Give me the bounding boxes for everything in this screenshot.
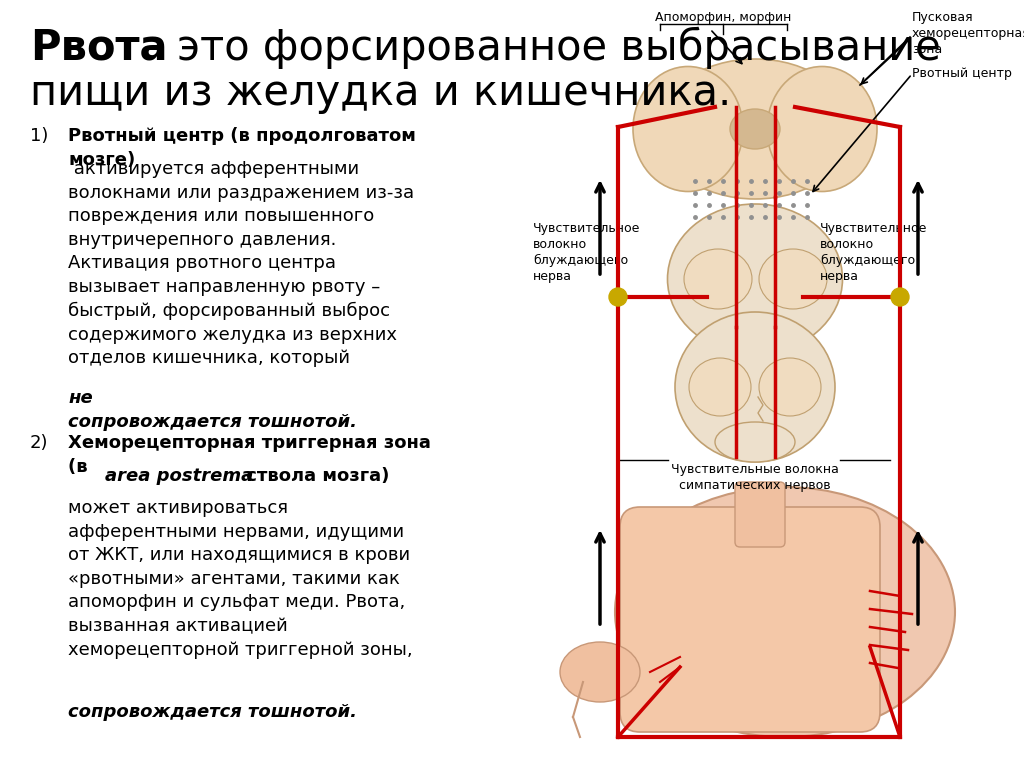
Text: area postrema: area postrema — [105, 467, 253, 485]
Ellipse shape — [715, 422, 795, 462]
Ellipse shape — [689, 358, 751, 416]
Text: Чувствительные волокна
симпатических нервов: Чувствительные волокна симпатических нер… — [671, 463, 839, 492]
Text: Рвотный центр (в продолговатом
мозге): Рвотный центр (в продолговатом мозге) — [68, 127, 416, 169]
Text: – это форсированное выбрасывание: – это форсированное выбрасывание — [130, 27, 941, 69]
Circle shape — [609, 288, 627, 306]
FancyBboxPatch shape — [735, 482, 785, 547]
Ellipse shape — [560, 642, 640, 702]
Ellipse shape — [759, 249, 827, 309]
Text: 2): 2) — [30, 434, 48, 452]
Text: Апоморфин, морфин: Апоморфин, морфин — [654, 11, 792, 24]
Text: ствола мозга): ствола мозга) — [240, 467, 389, 485]
Text: активируется афферентными
волокнами или раздражением из-за
повреждения или повыш: активируется афферентными волокнами или … — [68, 160, 414, 367]
Ellipse shape — [657, 59, 853, 199]
Text: 1): 1) — [30, 127, 48, 145]
Text: Рвотный центр: Рвотный центр — [912, 67, 1012, 80]
Text: Пусковая
хеморецепторная
зона: Пусковая хеморецепторная зона — [912, 11, 1024, 56]
Ellipse shape — [684, 249, 752, 309]
FancyBboxPatch shape — [620, 507, 880, 732]
Text: Чувствительное
волокно
блуждающего
нерва: Чувствительное волокно блуждающего нерва — [534, 222, 640, 283]
Text: может активироваться
афферентными нервами, идущими
от ЖКТ, или находящимися в кр: может активироваться афферентными нервам… — [68, 499, 413, 659]
Circle shape — [891, 288, 909, 306]
Ellipse shape — [730, 109, 780, 149]
Ellipse shape — [615, 487, 955, 737]
Text: пищи из желудка и кишечника.: пищи из желудка и кишечника. — [30, 72, 731, 114]
Text: Рвота: Рвота — [30, 27, 168, 69]
Ellipse shape — [767, 67, 877, 192]
Text: Хеморецепторная триггерная зона
(в: Хеморецепторная триггерная зона (в — [68, 434, 431, 476]
Ellipse shape — [633, 67, 743, 192]
Ellipse shape — [675, 312, 835, 462]
Ellipse shape — [668, 204, 843, 354]
Ellipse shape — [759, 358, 821, 416]
Text: Чувствительное
волокно
блуждающего
нерва: Чувствительное волокно блуждающего нерва — [820, 222, 928, 283]
Text: сопровождается тошнотой.: сопровождается тошнотой. — [68, 703, 357, 721]
Text: не
сопровождается тошнотой.: не сопровождается тошнотой. — [68, 389, 357, 430]
